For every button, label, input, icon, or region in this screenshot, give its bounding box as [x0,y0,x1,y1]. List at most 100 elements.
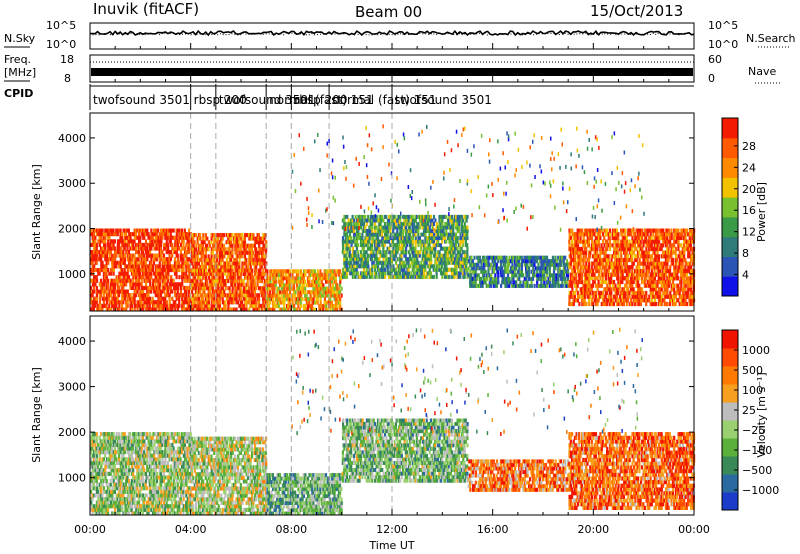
heatmap-cell [204,250,207,255]
heatmap-cell [335,304,338,309]
heatmap-cell [224,303,227,308]
heatmap-cell [360,250,363,255]
heatmap-cell [232,261,235,266]
heatmap-cell [125,271,128,276]
heatmap-cell [351,218,354,223]
heatmap-cell [256,275,259,280]
heatmap-cell [207,296,210,301]
heatmap-cell [193,268,196,273]
heatmap-cell [129,246,132,251]
heatmap-cell [237,240,240,245]
heatmap-cell [196,289,199,294]
heatmap-cell [103,242,106,247]
heatmap-cell [161,285,164,290]
heatmap-cell [243,250,246,255]
heatmap-cell [353,264,356,269]
heatmap-cell [200,307,203,312]
heatmap-cell [460,214,463,219]
heatmap-cell [171,278,174,283]
heatmap-cell [283,286,286,291]
heatmap-cell [231,289,234,294]
heatmap-cell [322,290,325,295]
heatmap-cell [253,268,256,273]
heatmap-cell [514,255,517,260]
heatmap-cell [152,300,156,305]
heatmap-cell [258,296,261,301]
heatmap-cell [336,300,339,305]
heatmap-cell [273,283,276,288]
heatmap-cell [230,300,233,305]
heatmap-cell [249,296,252,301]
heatmap-cell [99,253,102,258]
heatmap-cell [298,293,301,298]
heatmap-cell [573,257,577,263]
heatmap-cell [121,271,124,276]
heatmap-cell [536,280,539,285]
heatmap-cell [241,254,244,259]
heatmap-cell [339,297,342,302]
heatmap-cell [218,307,221,312]
heatmap-cell [135,278,138,283]
heatmap-cell [150,289,153,294]
heatmap-cell [102,232,105,237]
heatmap-cell [104,303,107,308]
heatmap-cell [128,257,131,262]
heatmap-cell [255,240,258,245]
heatmap-cell [242,303,245,308]
heatmap-cell [326,293,329,298]
heatmap-cell [258,236,261,241]
heatmap-cell [186,232,189,237]
heatmap-cell [319,269,322,274]
heatmap-cell [120,257,123,262]
heatmap-cell [344,243,347,248]
heatmap-cell [220,240,223,245]
heatmap-cell [135,268,138,273]
heatmap-cell [270,286,273,291]
heatmap-cell [323,272,326,277]
heatmap-cell [212,243,215,248]
heatmap-cell [424,264,427,269]
heatmap-cell [118,264,121,269]
heatmap-cell [105,232,108,237]
heatmap-cell [245,233,248,238]
heatmap-cell [604,272,607,277]
heatmap-cell [266,269,269,274]
heatmap-cell [627,276,630,281]
heatmap-cell [295,286,299,291]
heatmap-cell [207,307,210,312]
heatmap-cell [418,253,421,258]
heatmap-cell [122,239,125,244]
heatmap-cell [158,232,162,237]
heatmap-cell [123,228,126,233]
heatmap-cell [168,285,171,290]
heatmap-cell [160,307,163,312]
heatmap-cell [123,257,127,262]
heatmap-cell [113,232,117,237]
heatmap-cell [135,282,138,287]
heatmap-cell [234,296,237,301]
heatmap-cell [158,242,161,247]
nave-axis-bottom: 0 [708,72,715,85]
heatmap-cell [323,290,326,295]
heatmap-cell [139,300,142,305]
heatmap-cell [185,250,188,255]
heatmap-cell [90,260,93,265]
heatmap-cell [281,276,285,281]
heatmap-cell [148,253,152,258]
heatmap-cell [127,253,130,258]
heatmap-cell [142,275,145,280]
heatmap-cell [312,297,315,302]
heatmap-cell [439,243,442,248]
heatmap-cell [199,264,202,269]
heatmap-cell [154,246,157,251]
heatmap-cell [183,285,186,290]
heatmap-cell [308,283,311,288]
heatmap-cell [132,232,135,237]
heatmap-cell [102,246,105,251]
heatmap-cell [608,235,611,241]
heatmap-cell [162,275,165,280]
heatmap-cell [204,296,207,301]
heatmap-cell [119,275,122,280]
heatmap-cell [114,289,117,294]
heatmap-cell [213,261,216,266]
